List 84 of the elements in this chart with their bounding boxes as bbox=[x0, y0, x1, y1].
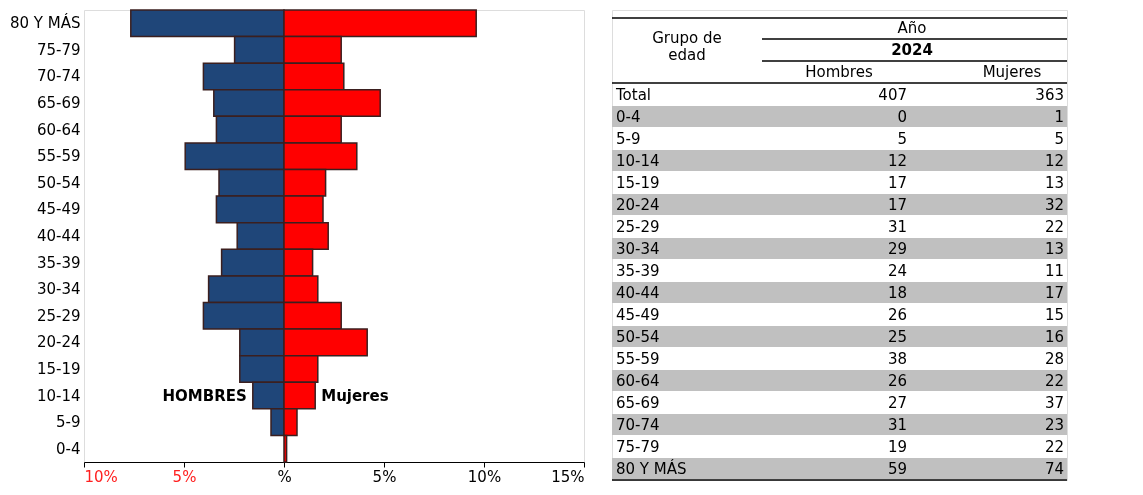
text: 75-79 bbox=[616, 438, 660, 456]
text: Hombres bbox=[805, 63, 873, 81]
y-tick-label: 35-39 bbox=[36, 253, 81, 272]
text: 363 bbox=[1035, 86, 1064, 104]
text: 407 bbox=[878, 86, 907, 104]
text: 70-74 bbox=[616, 416, 660, 434]
text: 22 bbox=[1044, 372, 1064, 390]
y-tick-label: 40-44 bbox=[36, 227, 81, 245]
text: 20-24 bbox=[616, 196, 660, 214]
text: 2024 bbox=[891, 41, 933, 59]
text: 15 bbox=[1044, 306, 1064, 324]
text: 38 bbox=[887, 350, 907, 368]
text: 0 bbox=[897, 108, 907, 126]
text: 11 bbox=[1044, 262, 1064, 280]
text: 28 bbox=[1044, 350, 1064, 368]
y-tick-label: 50-54 bbox=[36, 173, 81, 192]
y-tick-label: 75-79 bbox=[36, 40, 81, 59]
text: 15-19 bbox=[616, 174, 660, 192]
series-label: Mujeres bbox=[321, 386, 389, 405]
text: 17 bbox=[1044, 284, 1064, 302]
y-tick-label: 15-19 bbox=[36, 359, 81, 378]
y-tick-label: 30-34 bbox=[36, 280, 81, 299]
text: 16 bbox=[1044, 328, 1064, 346]
text: 25 bbox=[887, 328, 907, 346]
text: Grupo de edad bbox=[652, 29, 722, 64]
text: 80 Y MÁS bbox=[616, 459, 687, 478]
series-label: HOMBRES bbox=[162, 386, 247, 405]
x-tick-label: % bbox=[277, 467, 292, 486]
text: 13 bbox=[1044, 240, 1064, 258]
y-tick-label: 65-69 bbox=[36, 94, 81, 113]
text: 22 bbox=[1044, 438, 1064, 456]
text: 17 bbox=[887, 174, 907, 192]
text: 55-59 bbox=[616, 350, 660, 368]
x-tick-label: 10% bbox=[84, 467, 118, 486]
text: 5-9 bbox=[616, 130, 641, 148]
text: 26 bbox=[887, 372, 907, 390]
text: 12 bbox=[1044, 152, 1064, 170]
text: 5 bbox=[1054, 130, 1064, 148]
text: Mujeres bbox=[982, 63, 1042, 81]
text: 10-14 bbox=[616, 152, 660, 170]
text: 40-44 bbox=[616, 284, 660, 302]
text: 17 bbox=[887, 196, 907, 214]
text: 59 bbox=[887, 460, 907, 478]
text: Año bbox=[897, 19, 927, 37]
y-tick-label: 0-4 bbox=[56, 439, 81, 458]
text: 29 bbox=[887, 240, 907, 258]
text: 22 bbox=[1044, 218, 1064, 236]
text: 19 bbox=[887, 438, 907, 456]
y-tick-label: 5-9 bbox=[56, 413, 81, 432]
y-tick-label: 70-74 bbox=[36, 67, 81, 86]
text: 25-29 bbox=[616, 218, 660, 236]
text: 60-64 bbox=[616, 372, 660, 390]
text: 35-39 bbox=[616, 262, 660, 280]
text: 31 bbox=[887, 218, 907, 236]
text: 31 bbox=[887, 416, 907, 434]
text: 45-49 bbox=[616, 306, 660, 324]
text: 12 bbox=[887, 152, 907, 170]
x-tick-label: 10% bbox=[467, 467, 502, 486]
text: 24 bbox=[887, 262, 907, 280]
text: 1 bbox=[1054, 108, 1064, 126]
y-tick-label: 45-49 bbox=[36, 200, 81, 219]
x-tick-label: 15% bbox=[551, 467, 585, 486]
y-tick-label: 55-59 bbox=[36, 147, 81, 166]
text: 74 bbox=[1044, 460, 1064, 478]
text: 26 bbox=[887, 306, 907, 324]
text: 0-4 bbox=[616, 108, 641, 126]
y-tick-label: 10-14 bbox=[36, 386, 81, 405]
text: 18 bbox=[887, 284, 907, 302]
text: 13 bbox=[1044, 174, 1064, 192]
text: 32 bbox=[1044, 196, 1064, 214]
text: 30-34 bbox=[616, 240, 660, 258]
y-tick-label: 80 Y MÁS bbox=[9, 13, 81, 33]
text: 50-54 bbox=[616, 328, 660, 346]
y-tick-label: 60-64 bbox=[36, 120, 81, 139]
y-tick-label: 25-29 bbox=[36, 306, 81, 325]
text: 37 bbox=[1044, 394, 1064, 412]
text: Total bbox=[615, 86, 652, 104]
text: 23 bbox=[1044, 416, 1064, 434]
text: 65-69 bbox=[616, 394, 660, 412]
x-tick-label: 5% bbox=[372, 467, 397, 486]
text: 27 bbox=[887, 394, 907, 412]
text: 5 bbox=[897, 130, 907, 148]
y-tick-label: 20-24 bbox=[36, 333, 81, 352]
x-tick-label: 5% bbox=[172, 467, 197, 486]
